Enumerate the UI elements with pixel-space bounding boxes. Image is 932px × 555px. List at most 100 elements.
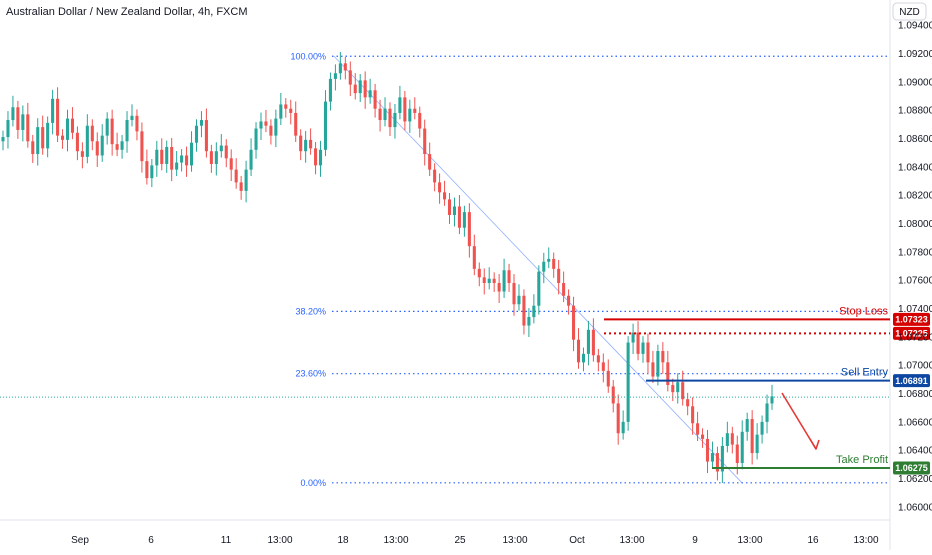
candle (591, 318, 595, 362)
candle (482, 268, 486, 295)
candle (95, 132, 99, 167)
candle (467, 203, 471, 258)
price-tick-label: 1.07800 (898, 247, 932, 258)
candle (686, 392, 690, 416)
candle (656, 344, 660, 386)
candle (31, 134, 35, 163)
price-badge: 1.06275 (893, 461, 930, 475)
candle (60, 129, 65, 149)
candle (760, 415, 764, 444)
time-axis[interactable]: Sep 6 11 13:00 18 13:00 25 13:00 Oct 13:00 9 13:00 1… (71, 535, 879, 546)
candle (626, 336, 630, 431)
time-tick-label: 13:00 (383, 535, 408, 546)
candle (472, 234, 476, 276)
candles-layer (1, 51, 774, 483)
candle (269, 119, 273, 145)
projection-arrow (781, 392, 820, 450)
candle (170, 138, 174, 182)
candle (90, 119, 94, 151)
svg-text:1.07323: 1.07323 (895, 315, 928, 325)
candle (130, 104, 134, 127)
candle (408, 99, 412, 133)
fib-level-label: 23.60% (295, 369, 326, 379)
candle (254, 122, 258, 159)
candle (185, 146, 189, 177)
candle (433, 163, 437, 192)
candle (661, 342, 665, 374)
candle (274, 109, 278, 148)
candle (696, 411, 700, 442)
candle (75, 126, 79, 161)
candle (304, 130, 308, 163)
candle (765, 394, 769, 434)
candle (338, 51, 342, 80)
candle (438, 173, 442, 204)
candle (462, 205, 466, 237)
candle (522, 289, 526, 335)
candle (333, 64, 337, 91)
candle (140, 122, 144, 173)
candle (487, 267, 491, 290)
candle (715, 446, 719, 481)
candle (443, 180, 447, 206)
price-axis[interactable]: 1.09400 1.09200 1.09000 1.08800 1.08600 1.084… (898, 21, 932, 514)
candle (676, 373, 680, 404)
candle (189, 131, 194, 172)
time-tick-label: 25 (454, 535, 466, 546)
time-tick-label: 18 (337, 535, 349, 546)
currency-button[interactable]: NZD (892, 2, 927, 21)
candle (46, 116, 50, 158)
candle (289, 99, 293, 125)
candle (318, 140, 323, 177)
candle (691, 397, 695, 435)
time-tick-label: Oct (569, 535, 585, 546)
candle (165, 140, 169, 173)
candle (41, 115, 45, 155)
fib-level-label: 100.00% (290, 51, 326, 61)
candle (194, 119, 199, 152)
candle (651, 350, 655, 383)
candle (36, 118, 40, 166)
candle (110, 109, 114, 156)
candle (279, 92, 283, 125)
trade-level-name: Sell Entry (841, 367, 889, 379)
candle (497, 274, 501, 303)
candle (105, 112, 109, 145)
candle (378, 99, 382, 132)
time-tick-label: 13:00 (502, 535, 527, 546)
candle (517, 284, 521, 311)
candle (552, 252, 556, 278)
price-tick-label: 1.06600 (898, 417, 932, 428)
time-tick-label: 16 (807, 535, 819, 546)
candle (740, 420, 744, 470)
candle (323, 90, 328, 157)
candle (586, 320, 590, 366)
svg-text:1.06891: 1.06891 (895, 376, 928, 386)
price-tick-label: 1.08800 (898, 106, 932, 117)
candle (284, 98, 288, 118)
fib-level-label: 0.00% (300, 478, 326, 488)
candle (671, 378, 675, 402)
candle (601, 353, 605, 383)
candle (606, 359, 610, 393)
candle (596, 348, 600, 372)
fib-level-label: 38.20% (295, 306, 326, 316)
candle (11, 95, 15, 127)
candle (309, 128, 313, 155)
candle (507, 263, 511, 292)
candle (428, 142, 432, 177)
candle (180, 149, 184, 172)
candle (393, 104, 397, 139)
candle (636, 321, 640, 361)
candle (373, 83, 377, 118)
price-badge: 1.07225 (893, 326, 930, 340)
price-tick-label: 1.07600 (898, 276, 932, 287)
candle (6, 111, 10, 149)
levels-layer: Stop Loss 1.07323 1.07225 Sell Entry 1.06891… (0, 305, 930, 475)
svg-text:1.07225: 1.07225 (895, 329, 928, 339)
price-tick-label: 1.07400 (898, 304, 932, 315)
candle (750, 410, 754, 465)
candle (701, 428, 705, 448)
